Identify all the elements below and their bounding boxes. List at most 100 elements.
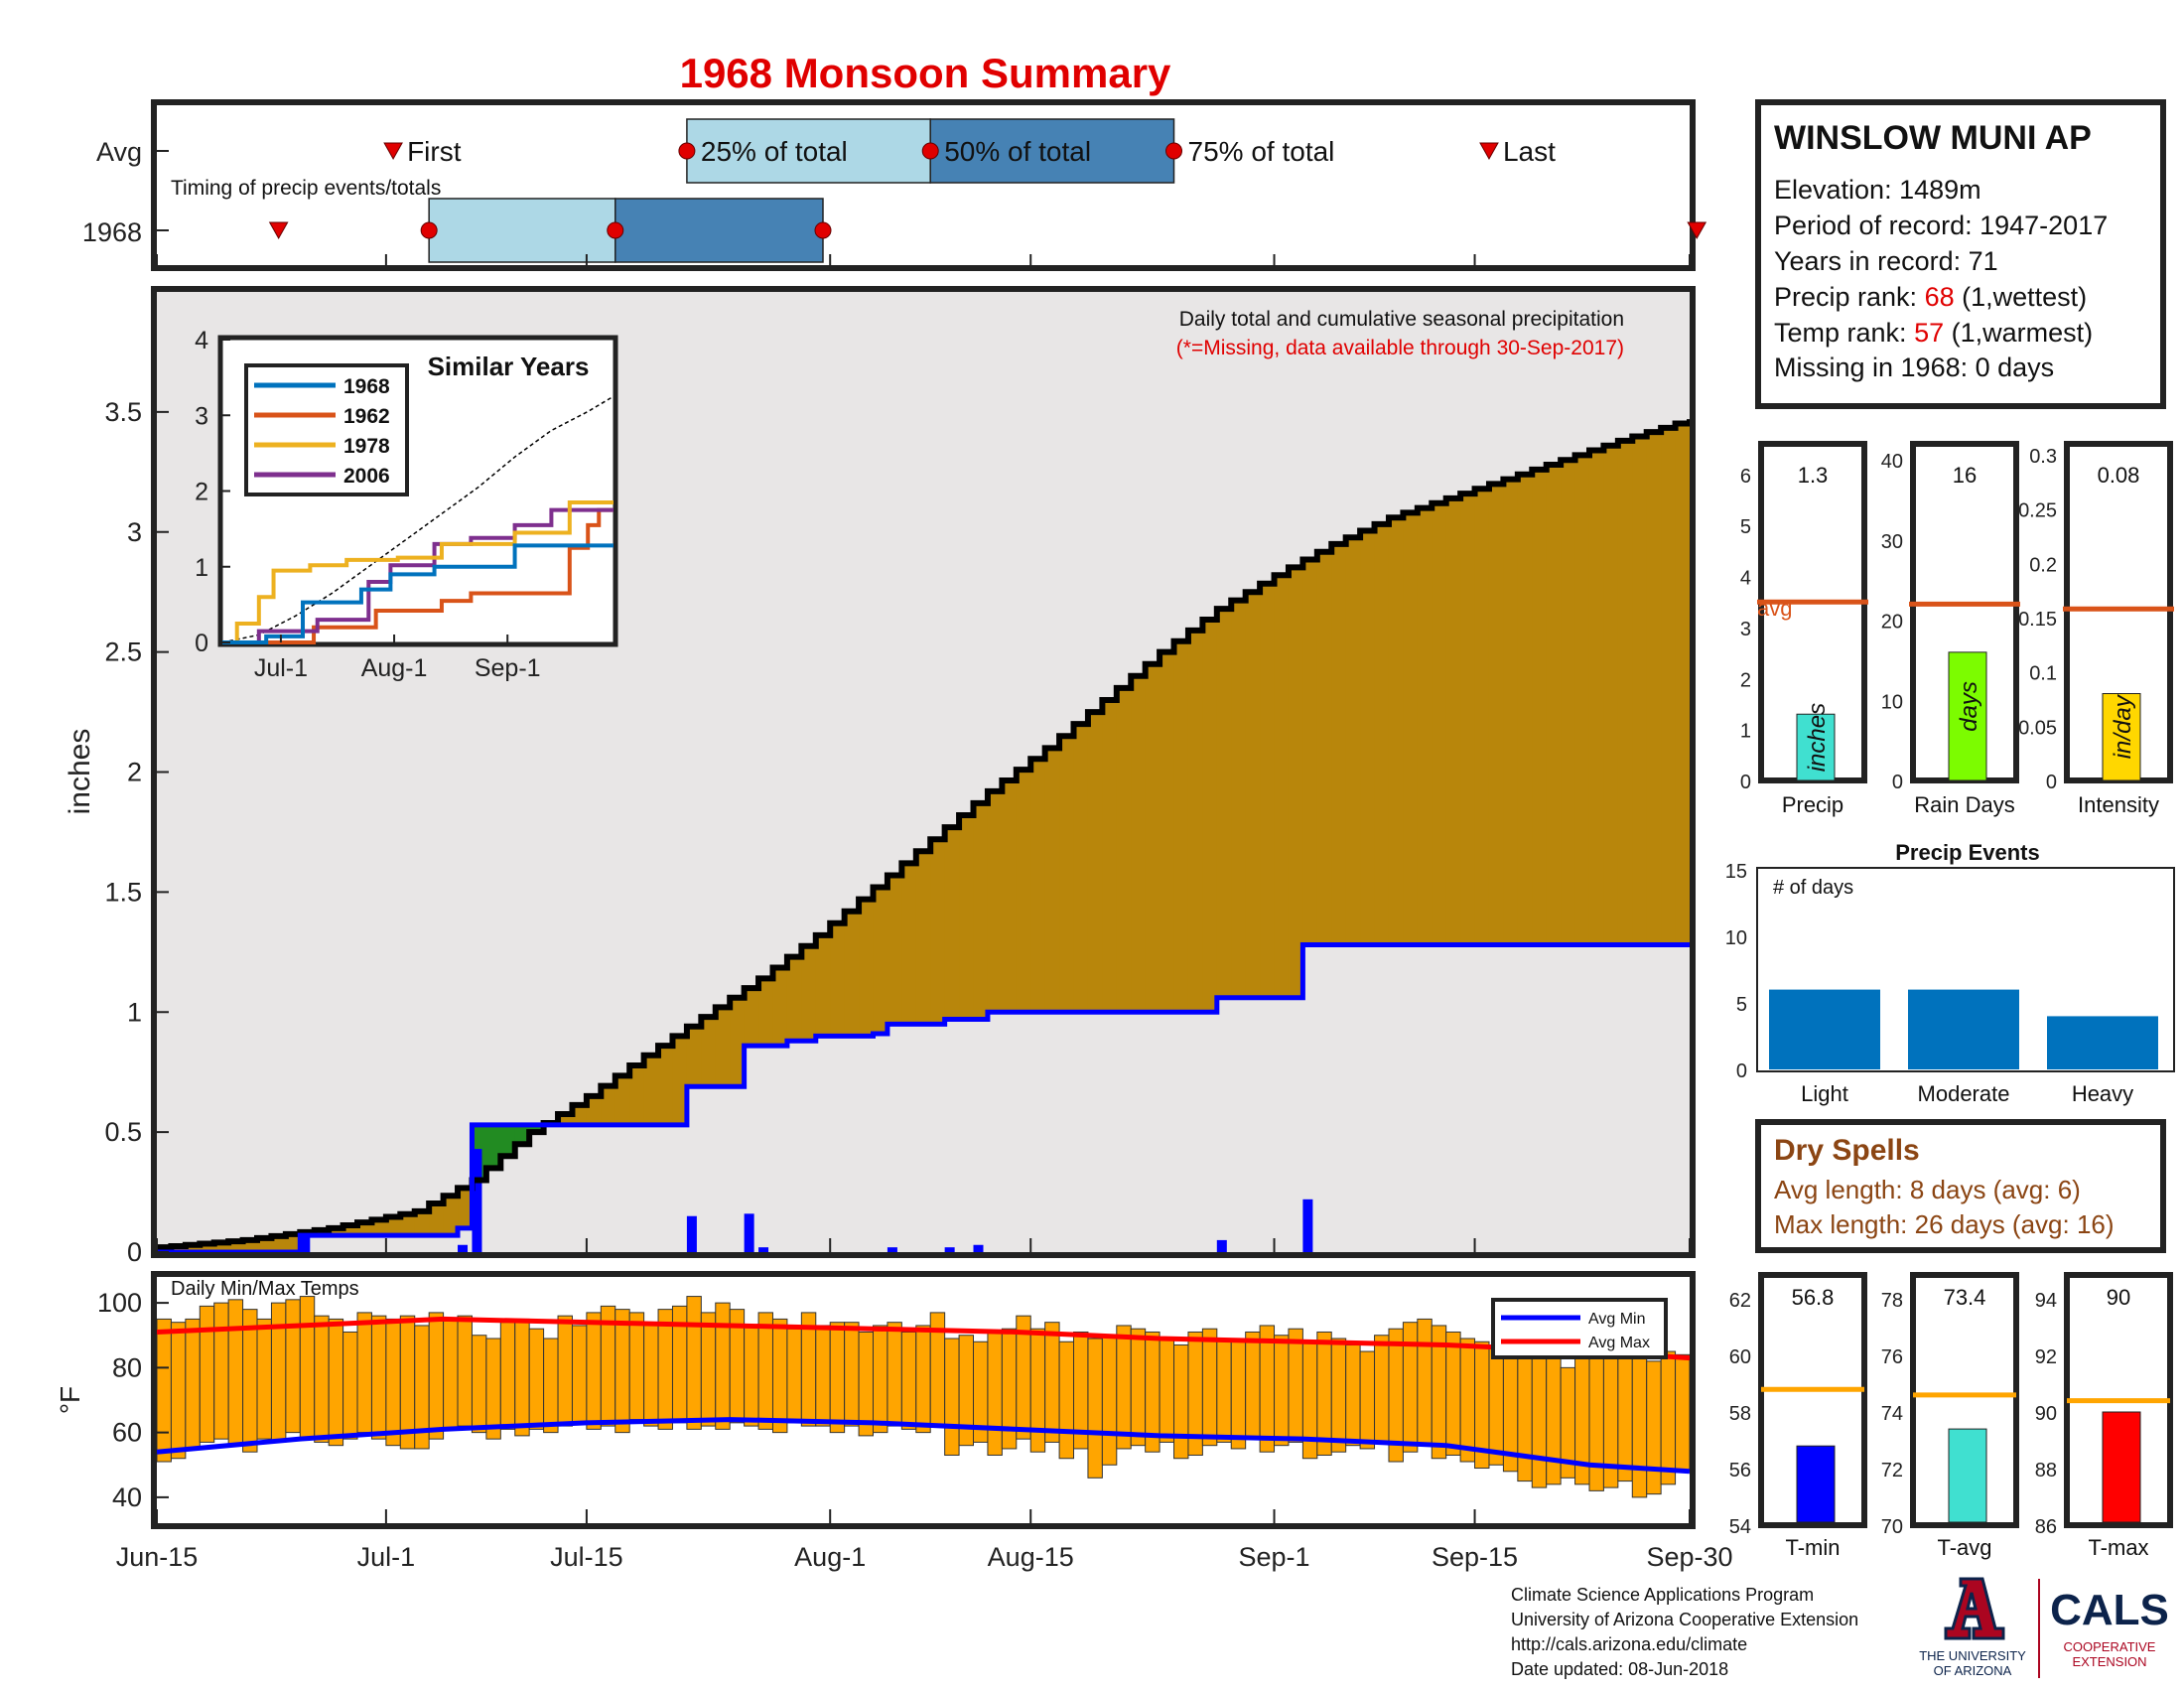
daily-temp-bar [1588, 1344, 1604, 1491]
daily-precip-bar [887, 1247, 897, 1252]
precip-ytick-label: 3.5 [104, 397, 142, 427]
timing-panel: Avg 1968 Timing of precip events/totals … [82, 99, 1707, 271]
precip-ylabel: inches [64, 729, 96, 815]
avg-surplus-area [285, 1233, 301, 1252]
xtick-label: Sep-15 [1432, 1542, 1518, 1572]
station-info-box: WINSLOW MUNI AP Elevation: 1489m Period … [1755, 99, 2166, 409]
year-cumulative-line [157, 942, 1690, 1255]
mini-bar-value-label: 0.08 [2098, 463, 2140, 488]
daily-precip-bar [472, 1149, 482, 1252]
avg-surplus-area [1231, 600, 1247, 998]
timing-event-marker [1687, 221, 1707, 240]
temp-bar-label: T-max [2088, 1535, 2148, 1560]
daily-temp-bar [528, 1328, 545, 1430]
avg-surplus-area [772, 967, 788, 1047]
mini-bar-label: Precip [1782, 792, 1843, 817]
temp-bar-ytick-label: 94 [2035, 1290, 2057, 1312]
temp-bar-value [1796, 1445, 1836, 1523]
year-surplus-area [485, 1124, 501, 1169]
daily-temp-bar [700, 1312, 717, 1427]
precip-events-title: Precip Events [1895, 840, 2040, 865]
daily-temp-bar [586, 1312, 602, 1430]
footer-line2: University of Arizona Cooperative Extens… [1511, 1610, 1858, 1629]
precip-ytick-label: 1.5 [104, 877, 142, 907]
timing-pct-marker [678, 142, 696, 160]
daily-temp-bar [1259, 1325, 1276, 1453]
daily-temp-bar [1359, 1350, 1376, 1450]
temp-bar-label: T-min [1786, 1535, 1841, 1560]
avg-surplus-area [1131, 675, 1147, 1013]
precip-ytick-label: 1 [127, 997, 142, 1027]
daily-precip-bar [1216, 1239, 1227, 1252]
daily-temp-bar [614, 1309, 630, 1434]
avg-surplus-area [429, 1203, 445, 1236]
daily-temp-bar [1274, 1335, 1290, 1447]
daily-temp-bar [285, 1299, 301, 1434]
avg-surplus-area [1145, 663, 1160, 1013]
timing-last-label: Last [1503, 136, 1556, 167]
xtick-label: Sep-30 [1646, 1542, 1732, 1572]
main-note-red: (*=Missing, data available through 30-Se… [1176, 337, 1624, 359]
daily-temp-bar [1116, 1325, 1132, 1450]
daily-temp-bar [657, 1309, 673, 1430]
daily-temp-bar [1417, 1318, 1433, 1447]
year-surplus-area [529, 1124, 545, 1133]
avg-surplus-area [1187, 630, 1203, 1013]
daily-temp-bar [1029, 1328, 1046, 1453]
avg-surplus-area [385, 1216, 401, 1236]
avg-surplus-area [973, 802, 989, 1020]
daily-temp-bar [1044, 1322, 1060, 1443]
timing-pct-marker [1165, 142, 1183, 160]
mini-bar-ytick-label: 3 [1740, 619, 1751, 640]
daily-temp-bar [1201, 1328, 1218, 1447]
avg-surplus-area [213, 1242, 229, 1252]
inset-ytick-label: 1 [195, 554, 208, 582]
precip-event-ytick-label: 10 [1725, 927, 1747, 949]
avg-surplus-area [1474, 489, 1490, 945]
timing-row-label-year: 1968 [82, 217, 142, 247]
daily-temp-bar [1159, 1338, 1175, 1443]
avg-surplus-area [1532, 469, 1548, 945]
avg-surplus-area [1245, 592, 1261, 998]
temp-legend: Avg Min Avg Max [1491, 1298, 1668, 1359]
avg-surplus-area [1073, 724, 1089, 1013]
daily-temp-bar [443, 1318, 459, 1430]
precip-panel: inches Daily total and cumulative season… [64, 286, 1696, 1267]
daily-temp-bar [757, 1312, 773, 1430]
avg-surplus-area [458, 1188, 474, 1228]
station-missing: Missing in 1968: 0 days [1774, 353, 2054, 382]
daily-temp-bar [987, 1331, 1003, 1456]
avg-surplus-area [1059, 736, 1075, 1013]
avg-min-temp-line [156, 1417, 1691, 1475]
avg-surplus-area [887, 875, 902, 1025]
mini-bar-ytick-label: 5 [1740, 516, 1751, 538]
avg-surplus-area [1030, 759, 1046, 1013]
daily-temp-bar [1101, 1335, 1118, 1466]
avg-surplus-area [200, 1243, 215, 1252]
temp-stat-bars: 56.8 T-min 54 56 58 60 62 73.4 T-avg 70 72 74 76 78 90… [1729, 1272, 2173, 1560]
daily-temp-bar [915, 1325, 931, 1434]
station-period: Period of record: 1947-2017 [1774, 211, 2108, 240]
precip-event-bar [1908, 989, 2019, 1069]
footer-line1: Climate Science Applications Program [1511, 1585, 1814, 1605]
daily-temp-bar [1617, 1347, 1633, 1482]
avg-surplus-area [844, 911, 860, 1037]
avg-surplus-area [1260, 583, 1276, 998]
mini-bar-ytick-label: 10 [1881, 691, 1903, 713]
cals-sub-2: EXTENSION [2072, 1654, 2146, 1669]
avg-surplus-area [1588, 450, 1605, 945]
timing-first-label: First [407, 136, 462, 167]
daily-temp-bar [227, 1299, 244, 1447]
daily-temp-bar [900, 1331, 917, 1430]
daily-temp-bar [786, 1328, 802, 1424]
timing-event-marker [383, 142, 403, 161]
avg-surplus-area [342, 1225, 358, 1236]
temp-bar-ytick-label: 54 [1729, 1516, 1751, 1538]
ua-logo-text-1: THE UNIVERSITY [1919, 1648, 2026, 1663]
mini-bar-value [1948, 651, 1987, 781]
timing-pct25-label: 25% of total [701, 136, 848, 167]
mini-bar-ytick-label: 1 [1740, 721, 1751, 743]
avg-surplus-area [801, 945, 817, 1042]
daily-temp-bar [399, 1315, 416, 1450]
